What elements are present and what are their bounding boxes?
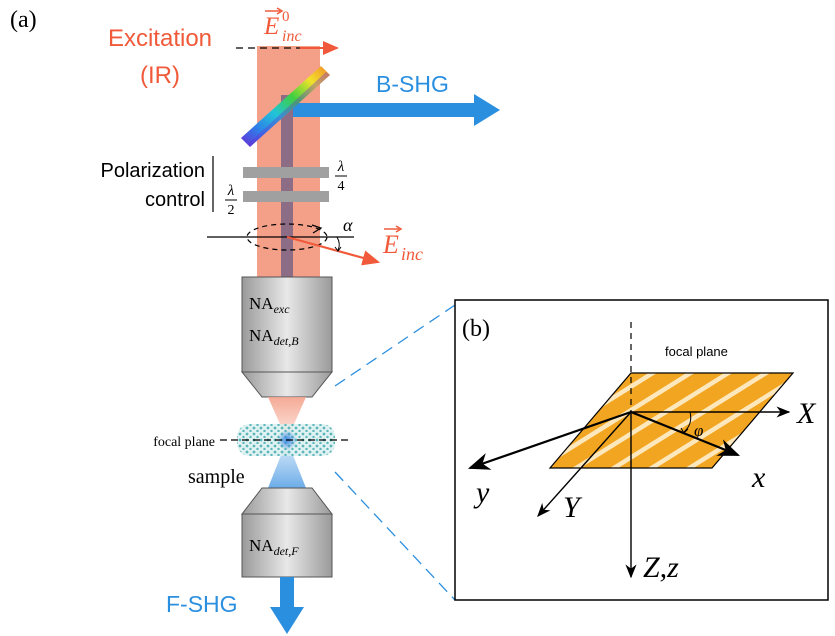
axis-Y-line: [537, 411, 632, 518]
e-inc-base: E: [382, 230, 399, 259]
half-denominator: 2: [228, 203, 235, 218]
dichroic-mirror-edge: [248, 72, 330, 147]
zoom-line-bottom: [334, 471, 456, 601]
half-lambda: λ: [227, 183, 235, 199]
na-exc-base: NA: [249, 294, 274, 313]
control-label: control: [145, 189, 205, 211]
alpha-arc-head: [334, 246, 342, 252]
axis-X-label: X: [796, 397, 817, 430]
na-det-f-base: NA: [249, 536, 274, 555]
sample-label: sample: [188, 466, 245, 488]
dichroic-mirror-coating: [241, 66, 330, 147]
phi-arc: [683, 411, 692, 433]
rotation-arrow-head: [311, 224, 323, 234]
e-inc0-label: E 0 inc: [263, 7, 302, 45]
alpha-arc: [336, 236, 340, 251]
e-inc-arrow: [286, 235, 381, 266]
quarter-wave-plate: [243, 167, 329, 178]
axis-Zz-label: Z,z: [643, 551, 679, 584]
e-inc0-vector-head: [276, 7, 284, 15]
na-det-b-sub: det,B: [274, 334, 300, 348]
axis-y-label: y: [473, 476, 490, 509]
polarization-label: Polarization: [100, 160, 205, 182]
na-det-f-label: NAdet,F: [249, 536, 299, 558]
objective-top-nose: [240, 371, 334, 398]
axis-Y-label: Y: [563, 491, 583, 524]
e-inc0-sup: 0: [282, 9, 290, 25]
na-det-b-base: NA: [249, 326, 274, 345]
na-det-f-sub: det,F: [274, 544, 300, 558]
panel-b-label: (b): [462, 316, 490, 342]
quarter-lambda: λ: [337, 159, 345, 175]
alpha-label: α: [343, 215, 353, 235]
objective-top-body: [241, 276, 333, 373]
e-inc-vector-head: [395, 225, 403, 233]
half-wave-plate: [243, 191, 329, 202]
objective-bottom-body: [241, 513, 333, 578]
na-det-b-label: NAdet,B: [249, 326, 299, 348]
e-inc-sub: inc: [401, 244, 423, 264]
e-inc-label: E inc: [382, 225, 423, 264]
forward-shg-cone: [268, 440, 306, 488]
objective-bottom: NAdet,F: [240, 487, 334, 578]
excitation-ir-label: (IR): [140, 62, 180, 89]
objective-bottom-nose: [240, 487, 334, 515]
axis-x-label: x: [751, 461, 766, 494]
fshg-label: F-SHG: [166, 591, 238, 617]
fshg-beam: [280, 577, 294, 609]
zoom-line-top: [334, 304, 456, 387]
polarization-rotation-ellipse: [246, 223, 328, 251]
phi-arc-head: [680, 427, 689, 434]
bshg-return-beam: [281, 95, 293, 277]
quarter-denominator: 4: [338, 179, 345, 194]
half-wave-label: λ 2: [225, 183, 237, 218]
objective-top: NAexc NAdet,B: [240, 276, 334, 398]
bshg-arrow-head: [474, 94, 500, 126]
e-inc0-sub: inc: [282, 28, 302, 45]
excitation-label: Excitation: [108, 25, 212, 52]
axis-y-line: [467, 410, 632, 470]
bshg-label: B-SHG: [376, 71, 449, 97]
e-inc0-base: E: [263, 13, 279, 40]
excitation-focus-cone: [268, 397, 306, 440]
phi-label: φ: [694, 421, 703, 440]
fshg-arrow-head: [270, 607, 304, 634]
panel-a-label: (a): [10, 7, 37, 33]
na-exc-label: NAexc: [249, 294, 290, 316]
bshg-beam: [293, 103, 476, 117]
axis-x-line: [630, 410, 741, 457]
na-exc-sub: exc: [274, 302, 291, 316]
focal-plane-label-a: focal plane: [153, 435, 215, 450]
quarter-wave-label: λ 4: [335, 159, 347, 194]
focal-plane-label-b: focal plane: [665, 344, 728, 359]
dichroic-mirror: [241, 66, 330, 147]
